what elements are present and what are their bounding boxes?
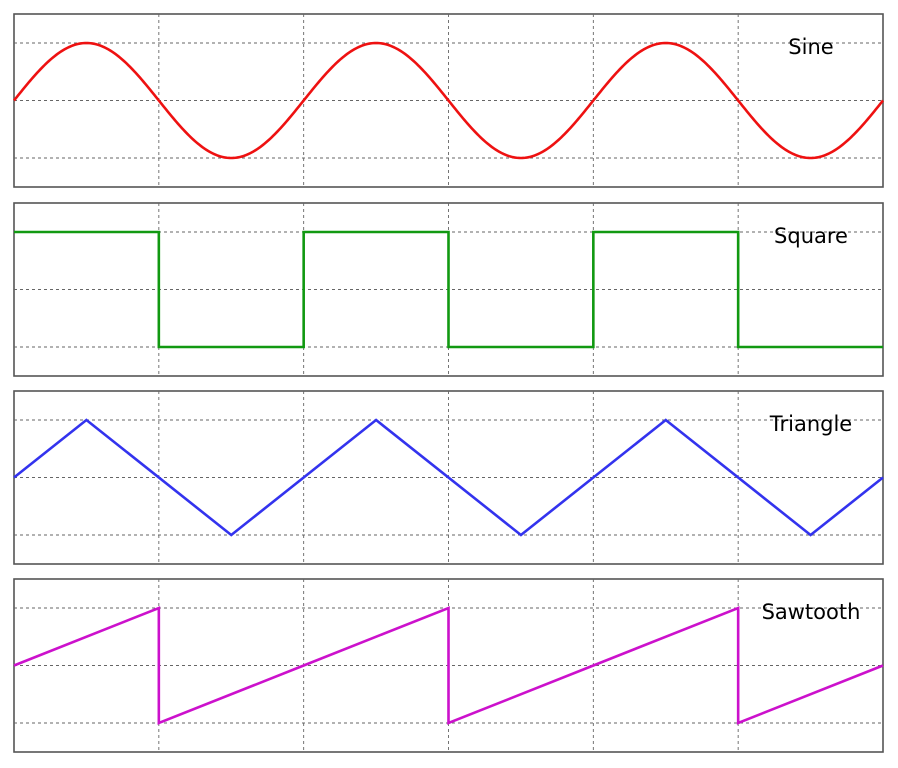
panel-label: Triangle — [769, 412, 852, 436]
panel-label: Sawtooth — [762, 600, 861, 624]
sawtooth-wave-line — [13, 606, 884, 725]
square-wave-line — [14, 230, 883, 349]
panel-label: Sine — [788, 35, 833, 59]
panel-sine: Sine — [12, 13, 885, 188]
sine-wave-line — [12, 41, 885, 160]
panel-label: Square — [774, 224, 848, 248]
triangle-wave-line — [13, 418, 884, 537]
panel-square: Square — [13, 202, 884, 377]
panel-triangle: Triangle — [13, 390, 884, 565]
panel-sawtooth: Sawtooth — [13, 578, 884, 753]
